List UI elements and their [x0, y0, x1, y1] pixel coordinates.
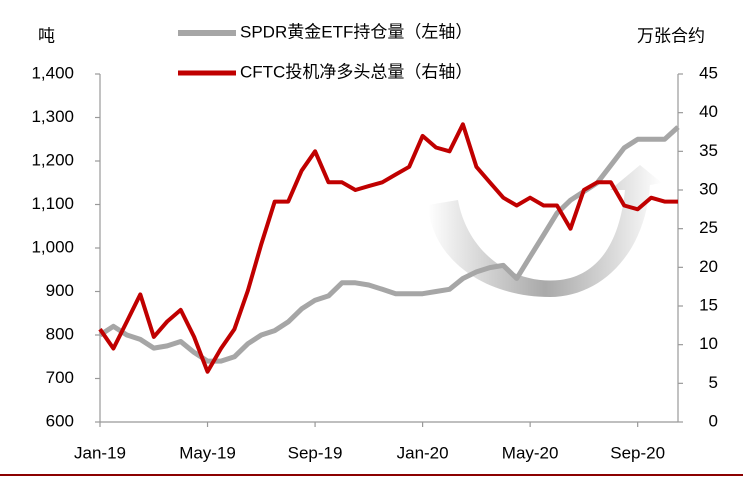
x-tick-label: May-20 — [502, 443, 559, 462]
y2-tick-label: 20 — [699, 257, 718, 276]
legend-label: CFTC投机净多头总量（右轴） — [240, 62, 472, 81]
x-tick-label: May-19 — [179, 443, 236, 462]
y-tick-label: 1,300 — [31, 107, 74, 126]
y-tick-label: 700 — [46, 368, 74, 387]
series-line — [98, 122, 678, 374]
y-tick-label: 600 — [46, 411, 74, 430]
x-tick-label: Sep-20 — [610, 443, 665, 462]
y-tick-label: 800 — [46, 324, 74, 343]
y-tick-label: 900 — [46, 281, 74, 300]
x-tick-label: Sep-19 — [288, 443, 343, 462]
y-tick-label: 1,400 — [31, 63, 74, 82]
y-tick-label: 1,100 — [31, 194, 74, 213]
y2-tick-label: 5 — [709, 373, 718, 392]
y2-tick-label: 10 — [699, 334, 718, 353]
x-tick-label: Jan-20 — [397, 443, 449, 462]
y-tick-label: 1,000 — [31, 237, 74, 256]
y2-tick-label: 45 — [699, 63, 718, 82]
y2-tick-label: 35 — [699, 141, 718, 160]
y2-tick-label: 30 — [699, 179, 718, 198]
y-tick-label: 1,200 — [31, 150, 74, 169]
y-axis-label: 吨 — [38, 26, 55, 45]
y2-tick-label: 40 — [699, 102, 718, 121]
y2-axis-label: 万张合约 — [637, 26, 705, 45]
y2-tick-label: 0 — [709, 411, 718, 430]
y2-tick-label: 25 — [699, 218, 718, 237]
legend-label: SPDR黄金ETF持仓量（左轴） — [240, 22, 472, 41]
y2-tick-label: 15 — [699, 295, 718, 314]
x-tick-label: Jan-19 — [74, 443, 126, 462]
trend-arrow — [428, 165, 662, 297]
